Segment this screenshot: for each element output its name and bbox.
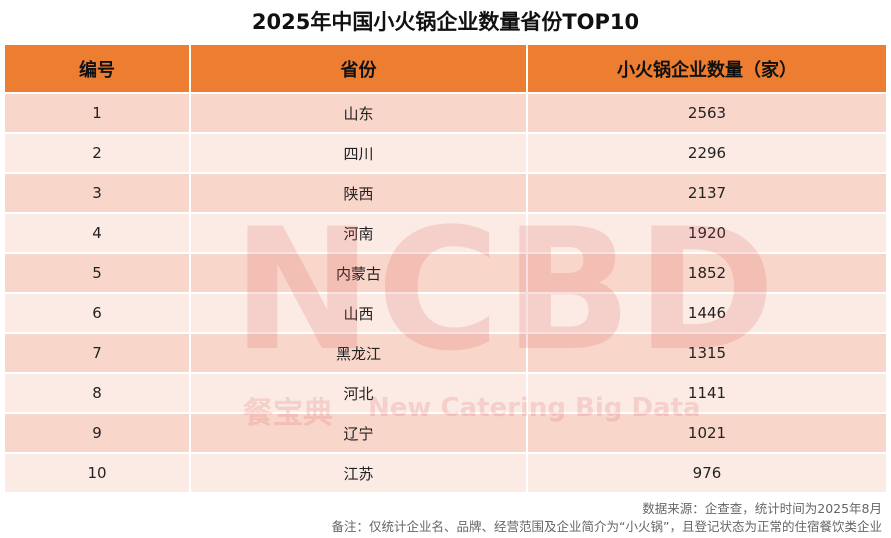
province-cell: 四川 <box>189 132 527 173</box>
count-cell: 1852 <box>526 252 886 293</box>
province-cell: 黑龙江 <box>189 332 527 373</box>
count-cell: 1141 <box>526 372 886 413</box>
count-cell: 1021 <box>526 412 886 453</box>
table-row: 1 山东 2563 <box>5 92 886 133</box>
rank-cell: 5 <box>5 252 190 293</box>
column-header: 编号 <box>5 45 190 93</box>
province-cell: 辽宁 <box>189 412 527 453</box>
count-cell: 1446 <box>526 292 886 333</box>
rank-cell: 8 <box>5 372 190 413</box>
count-cell: 1315 <box>526 332 886 373</box>
source-note: 数据来源：企查查，统计时间为2025年8月 <box>642 501 882 516</box>
count-cell: 2137 <box>526 172 886 213</box>
table-row: 2 四川 2296 <box>5 132 886 173</box>
rank-cell: 6 <box>5 292 190 333</box>
rank-cell: 4 <box>5 212 190 253</box>
province-cell: 山东 <box>189 92 527 133</box>
table-row: 9 辽宁 1021 <box>5 412 886 453</box>
table-row: 5 内蒙古 1852 <box>5 252 886 293</box>
table-row: 4 河南 1920 <box>5 212 886 253</box>
column-header: 省份 <box>189 45 527 93</box>
rank-cell: 9 <box>5 412 190 453</box>
count-cell: 1920 <box>526 212 886 253</box>
rank-cell: 2 <box>5 132 190 173</box>
title: 2025年中国小火锅企业数量省份TOP10 <box>251 10 640 34</box>
province-cell: 河南 <box>189 212 527 253</box>
table-row: 8 河北 1141 <box>5 372 886 413</box>
rank-cell: 10 <box>5 452 190 492</box>
column-header: 小火锅企业数量（家） <box>526 45 886 93</box>
province-cell: 江苏 <box>189 452 527 492</box>
rank-cell: 1 <box>5 92 190 133</box>
province-cell: 山西 <box>189 292 527 333</box>
table-body: 1 山东 2563 2 四川 2296 3 陕西 2137 4 河南 1920 5 内蒙古 1852 6 山西 1… <box>5 92 886 492</box>
count-cell: 2296 <box>526 132 886 173</box>
header-row: 编号 省份 小火锅企业数量（家） <box>5 45 886 93</box>
count-cell: 2563 <box>526 92 886 133</box>
table-row: 10 江苏 976 <box>5 452 886 492</box>
table: 编号 省份 小火锅企业数量（家） 1 山东 2563 2 四川 2296 3 陕西 2137 4 河… <box>5 45 886 492</box>
province-cell: 河北 <box>189 372 527 413</box>
table-row: 3 陕西 2137 <box>5 172 886 213</box>
rank-cell: 3 <box>5 172 190 213</box>
table-row: 6 山西 1446 <box>5 292 886 333</box>
remark-note: 备注：仅统计企业名、品牌、经营范围及企业简介为“小火锅”，且登记状态为正常的住宿… <box>331 519 882 534</box>
count-cell: 976 <box>526 452 886 492</box>
table-row: 7 黑龙江 1315 <box>5 332 886 373</box>
province-cell: 陕西 <box>189 172 527 213</box>
rank-cell: 7 <box>5 332 190 373</box>
province-cell: 内蒙古 <box>189 252 527 293</box>
